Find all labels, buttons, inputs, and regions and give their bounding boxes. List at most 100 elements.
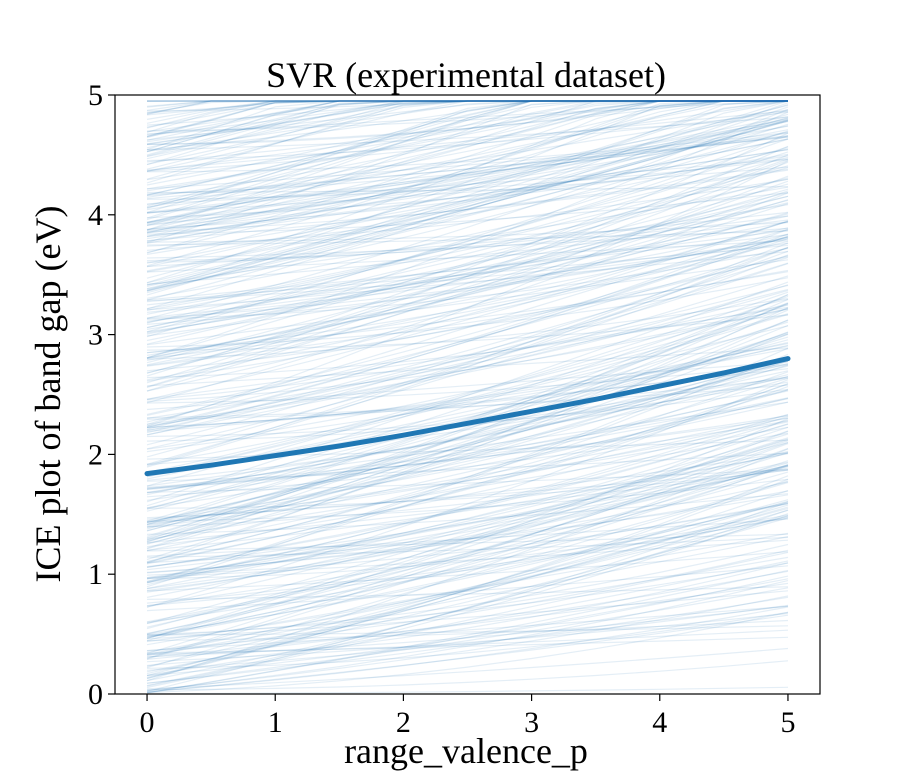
ice-line (146, 100, 788, 184)
ice-line (146, 117, 789, 231)
ice-line (146, 100, 788, 172)
ice-line (146, 100, 788, 151)
ice-line (146, 238, 789, 415)
ice-line (146, 259, 789, 346)
ice-line (146, 136, 789, 200)
ice-line (146, 100, 788, 267)
ice-line (146, 188, 789, 364)
ice-line (146, 324, 789, 543)
ice-line (146, 100, 788, 160)
ice-line (146, 220, 789, 401)
ice-line (146, 195, 789, 345)
ice-line (146, 135, 789, 338)
ice-line (146, 401, 789, 490)
ice-line (146, 426, 789, 523)
ice-line (146, 294, 789, 539)
ice-line (146, 660, 789, 691)
ice-line (146, 452, 789, 482)
ice-line (146, 363, 789, 404)
ice-line (146, 605, 789, 652)
ice-line (146, 302, 789, 487)
ice-line (146, 575, 789, 677)
ice-line (146, 100, 788, 115)
ice-line (146, 478, 789, 675)
ice-line (146, 418, 789, 642)
ice-line (146, 433, 789, 579)
ice-line (146, 168, 789, 242)
ice-line (146, 647, 789, 690)
ice-line (146, 100, 788, 139)
ice-line (146, 467, 789, 584)
ice-line (146, 100, 788, 207)
ice-line (146, 306, 789, 564)
ice-line (146, 263, 789, 428)
ice-line (146, 100, 788, 120)
ice-line (146, 211, 789, 268)
ice-line (146, 212, 789, 366)
ice-line (146, 108, 789, 320)
x-tick-label: 4 (652, 706, 667, 739)
ice-line (146, 464, 789, 593)
ice-line (146, 384, 789, 419)
ice-line (146, 507, 789, 655)
ice-line (146, 100, 789, 223)
ice-line (146, 233, 789, 356)
ice-line (146, 159, 789, 200)
ice-line (146, 308, 789, 450)
ice-line (146, 100, 789, 279)
ice-line (146, 284, 789, 436)
ice-line (146, 295, 789, 507)
ice-line (146, 129, 789, 226)
ice-line (146, 582, 789, 658)
ice-line (146, 100, 788, 153)
ice-line (146, 100, 788, 234)
ice-line (146, 202, 789, 330)
ice-line (146, 562, 789, 636)
ice-line (146, 415, 789, 586)
x-tick-label: 3 (524, 706, 539, 739)
ice-line (146, 348, 789, 453)
ice-line (146, 247, 789, 416)
ice-line (146, 100, 788, 138)
ice-line (146, 578, 789, 694)
ice-line (146, 242, 789, 322)
ice-line (146, 313, 789, 477)
ice-line (146, 100, 788, 145)
ice-line (146, 100, 788, 115)
ice-line (146, 462, 789, 590)
ice-line (146, 453, 789, 528)
ice-line (146, 443, 789, 659)
ice-line (146, 612, 789, 663)
ice-line (146, 304, 789, 379)
y-tick-label: 4 (88, 199, 103, 232)
x-tick-label: 0 (140, 706, 155, 739)
ice-line (146, 543, 789, 637)
ice-line (146, 331, 789, 532)
ice-line (146, 313, 789, 465)
ice-line (146, 100, 788, 137)
ice-line (146, 398, 789, 490)
ice-line (146, 100, 788, 192)
ice-line (146, 481, 789, 574)
x-tick-label: 5 (780, 706, 795, 739)
ice-line (146, 215, 789, 319)
ice-line (146, 417, 789, 491)
ice-line (146, 298, 789, 541)
ice-line (146, 178, 789, 247)
ice-line (146, 281, 789, 503)
ice-line (146, 100, 788, 209)
ice-line (146, 100, 788, 108)
ice-line (146, 100, 788, 180)
ice-line (146, 202, 789, 361)
ice-line (146, 361, 789, 411)
ice-line (146, 298, 789, 419)
ice-line (146, 490, 789, 573)
ice-line (146, 357, 789, 524)
ice-line (146, 169, 789, 233)
ice-line (146, 100, 788, 254)
ice-line (146, 123, 789, 291)
ice-line (146, 586, 789, 600)
ice-line (146, 100, 788, 227)
ice-line (146, 469, 789, 544)
ice-line (146, 125, 789, 232)
